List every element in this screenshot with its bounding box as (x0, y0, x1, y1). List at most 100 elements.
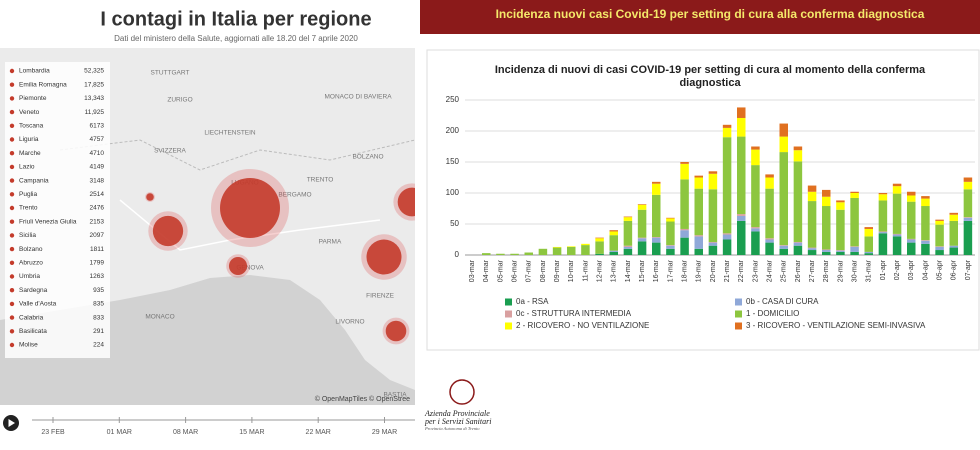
region-value: 52,325 (84, 68, 104, 75)
bar-segment (708, 189, 718, 242)
bar-segment (836, 202, 845, 210)
region-value: 1799 (90, 260, 105, 267)
region-dot (9, 246, 15, 252)
bar-segment (878, 200, 888, 232)
banner (420, 0, 980, 34)
bar-segment (807, 201, 817, 248)
map-label: ZURIGO (167, 97, 192, 104)
bar-segment (708, 241, 718, 243)
bar-segment (623, 217, 633, 221)
timeline-label: 01 MAR (107, 429, 132, 436)
x-tick-label: 03-mar (469, 259, 476, 282)
bar-segment (935, 224, 944, 247)
bar-segment (510, 253, 519, 255)
bar-segment (907, 242, 916, 255)
region-name: Lazio (19, 164, 35, 171)
bar-segment (921, 240, 930, 241)
bar-segment (793, 242, 803, 246)
region-value: 833 (93, 314, 104, 321)
bar-segment (793, 241, 803, 243)
x-tick-label: 18-mar (681, 259, 688, 282)
x-tick-label: 11-mar (582, 259, 589, 281)
bar-segment (694, 236, 703, 249)
bar-segment (524, 252, 533, 255)
x-tick-label: 28-mar (823, 259, 830, 282)
banner-text: Incidenza nuovi casi Covid-19 per settin… (496, 7, 925, 21)
bar-segment (722, 233, 732, 235)
bar-segment (609, 230, 618, 232)
region-value: 3148 (90, 177, 105, 184)
bar-segment (779, 123, 788, 137)
bar-segment (907, 238, 916, 240)
x-tick-label: 04-mar (483, 259, 490, 282)
bar-segment (708, 245, 718, 255)
bar-segment (567, 246, 576, 247)
timeline-label: 23 FEB (41, 429, 65, 436)
map-subtitle: Dati del ministero della Salute, aggiorn… (114, 34, 358, 43)
legend-label: 0b - CASA DI CURA (746, 297, 819, 306)
bar-segment (496, 253, 505, 255)
region-name: Friuli Venezia Giulia (19, 218, 77, 225)
bar-segment (949, 245, 958, 248)
bar-segment (694, 235, 703, 237)
bar-segment (935, 219, 944, 221)
region-dot (9, 82, 15, 87)
bar-segment (822, 189, 831, 197)
bar-segment (892, 234, 902, 237)
bubble (397, 187, 415, 217)
bar-segment (737, 220, 746, 255)
region-name: Calabria (19, 314, 44, 321)
map-label: BERGAMO (278, 192, 311, 199)
bar-segment (722, 234, 732, 240)
bar-segment (878, 193, 888, 195)
attribution: © OpenMapTiles © OpenStree (315, 395, 410, 403)
bar-segment (850, 246, 859, 247)
bar-segment (722, 239, 732, 255)
legend-swatch (735, 298, 742, 306)
play-icon (8, 419, 15, 427)
region-value: 11,925 (85, 109, 105, 116)
timeline-label: 22 MAR (306, 429, 331, 436)
bar-segment (637, 209, 647, 238)
bar-segment (793, 150, 803, 162)
map-label: MONACO (145, 314, 174, 321)
bubble (228, 256, 248, 276)
bar-segment (623, 216, 633, 218)
bar-segment (652, 237, 661, 238)
bar-segment (892, 186, 902, 194)
logo-line: Provincia Autonoma di Trento (424, 426, 480, 431)
bar-segment (680, 163, 689, 180)
bar-segment (836, 209, 845, 251)
region-dot (9, 151, 15, 156)
x-tick-label: 04-apr (922, 259, 929, 280)
x-tick-label: 23-mar (752, 259, 759, 282)
bubble (152, 215, 184, 247)
bar-segment (637, 204, 647, 205)
bar-segment (609, 235, 618, 251)
bar-segment (878, 232, 888, 234)
region-name: Marche (19, 150, 41, 157)
bar-segment (765, 188, 774, 239)
region-name: Campania (19, 177, 49, 184)
bar-segment (836, 250, 845, 252)
region-dot (9, 329, 15, 334)
region-value: 291 (93, 328, 104, 335)
bar-segment (637, 241, 647, 255)
bar-segment (680, 228, 689, 231)
region-value: 835 (93, 301, 104, 308)
x-tick-label: 19-mar (696, 259, 703, 282)
map-label: LIECHTENSTEIN (204, 130, 256, 137)
bar-segment (779, 245, 788, 249)
region-name: Toscana (19, 123, 44, 130)
x-tick-label: 22-mar (738, 259, 745, 282)
y-tick-label: 100 (446, 188, 460, 197)
logo-line: Azienda Provinciale (424, 409, 490, 418)
bar-segment (822, 249, 831, 251)
legend-label: 3 - RICOVERO - VENTILAZIONE SEMI-INVASIV… (746, 321, 926, 330)
bar-segment (793, 245, 803, 255)
bar-segment (623, 220, 633, 246)
border (59, 139, 415, 171)
bar-segment (850, 246, 859, 252)
bar-segment (595, 241, 604, 254)
x-tick-label: 31-mar (866, 259, 873, 282)
